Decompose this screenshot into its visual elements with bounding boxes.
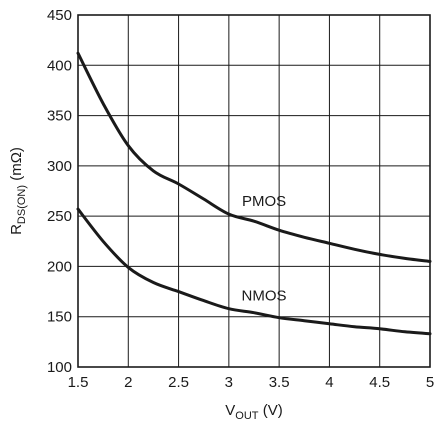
x-axis-label-sub: OUT: [235, 410, 259, 422]
y-tick-label: 150: [47, 309, 72, 326]
x-tick-label: 5: [426, 374, 434, 391]
x-tick-labels: 1.5 2 2.5 3 3.5 4 4.5 5: [68, 374, 435, 391]
grid-layer: [77, 14, 431, 368]
x-tick-label: 2: [124, 374, 132, 391]
y-axis-label: RDS(ON) (mΩ): [8, 147, 28, 235]
x-tick-label: 3: [225, 374, 233, 391]
x-tick-label: 3.5: [269, 374, 290, 391]
y-tick-label: 400: [47, 57, 72, 74]
series-labels: PMOS NMOS: [242, 193, 287, 305]
nmos-label: NMOS: [242, 288, 287, 305]
pmos-label: PMOS: [242, 193, 286, 210]
y-tick-label: 450: [47, 7, 72, 24]
x-axis-label-suffix: (V): [259, 402, 283, 419]
y-tick-labels: 100 150 200 250 300 350 400 450: [47, 7, 72, 376]
y-tick-label: 250: [47, 208, 72, 225]
x-axis-label-main: V: [225, 402, 235, 419]
x-tick-label: 2.5: [168, 374, 189, 391]
y-tick-label: 200: [47, 258, 72, 275]
y-tick-label: 100: [47, 359, 72, 376]
pmos-curve: [76, 51, 432, 263]
x-axis-label: VOUT (V): [225, 402, 282, 422]
y-axis-label-sub: DS(ON): [16, 185, 28, 224]
y-axis-label-suffix: (mΩ): [8, 147, 25, 185]
x-tick-label: 4.5: [369, 374, 390, 391]
x-tick-label: 4: [325, 374, 333, 391]
x-tick-label: 1.5: [68, 374, 89, 391]
y-axis-label-main: R: [8, 224, 25, 235]
y-tick-label: 350: [47, 108, 72, 125]
nmos-curve: [76, 207, 432, 336]
y-tick-label: 300: [47, 158, 72, 175]
series-layer: [76, 51, 432, 336]
plot-frame: [77, 14, 431, 368]
